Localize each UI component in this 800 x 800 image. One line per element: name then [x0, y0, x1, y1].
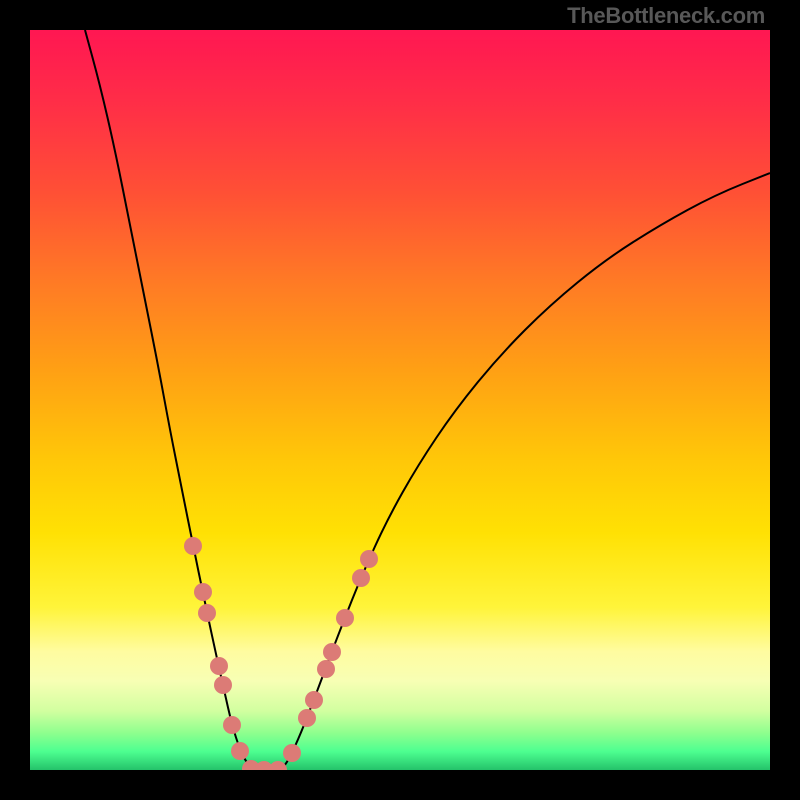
marker-dot [223, 716, 241, 734]
marker-dot [360, 550, 378, 568]
marker-dot [317, 660, 335, 678]
marker-dot [198, 604, 216, 622]
marker-dot [184, 537, 202, 555]
chart-svg [30, 30, 770, 770]
watermark-text: TheBottleneck.com [567, 3, 765, 29]
marker-dot [214, 676, 232, 694]
marker-dot [323, 643, 341, 661]
marker-dot [336, 609, 354, 627]
marker-dot [305, 691, 323, 709]
marker-dot [352, 569, 370, 587]
marker-dot [210, 657, 228, 675]
plot-background [30, 30, 770, 770]
marker-dot [194, 583, 212, 601]
marker-dot [298, 709, 316, 727]
marker-dot [283, 744, 301, 762]
marker-dot [231, 742, 249, 760]
